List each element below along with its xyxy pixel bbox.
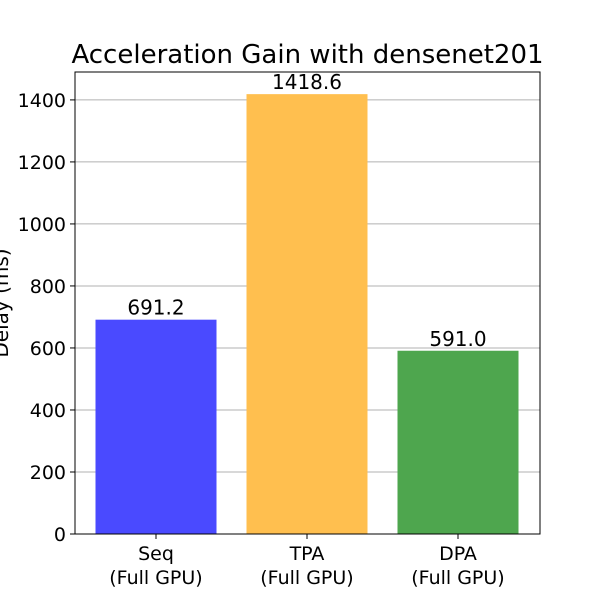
y-tick-label: 600 bbox=[30, 338, 66, 360]
y-tick-label: 1400 bbox=[18, 90, 66, 112]
bars bbox=[95, 94, 519, 534]
y-tick-label: 800 bbox=[30, 276, 66, 298]
y-tick-label: 1200 bbox=[18, 152, 66, 174]
bar-value-label: 591.0 bbox=[429, 327, 486, 351]
x-tick-label: TPA bbox=[289, 543, 325, 565]
bar bbox=[95, 319, 217, 534]
x-tick-label: DPA bbox=[439, 543, 477, 565]
bar bbox=[246, 94, 368, 534]
y-tick-label: 200 bbox=[30, 462, 66, 484]
x-tick-label: (Full GPU) bbox=[411, 567, 504, 589]
y-tick-label: 0 bbox=[54, 524, 66, 546]
chart-title: Acceleration Gain with densenet201 bbox=[71, 40, 543, 70]
bar-value-label: 691.2 bbox=[127, 296, 184, 320]
x-tick-label: (Full GPU) bbox=[109, 567, 202, 589]
x-tick-label: (Full GPU) bbox=[260, 567, 353, 589]
data-labels: 691.2 1418.6 591.0 bbox=[127, 70, 486, 351]
bar bbox=[397, 350, 519, 534]
bar-value-label: 1418.6 bbox=[272, 70, 342, 94]
y-tick-label: 1000 bbox=[18, 214, 66, 236]
y-axis-label: Delay (ms) bbox=[0, 248, 13, 357]
y-axis-ticks: 0 200 400 600 800 1000 1200 1400 bbox=[18, 90, 75, 546]
x-tick-label: Seq bbox=[138, 543, 174, 565]
y-tick-label: 400 bbox=[30, 400, 66, 422]
x-axis-ticks: Seq(Full GPU)TPA(Full GPU)DPA(Full GPU) bbox=[109, 534, 505, 589]
